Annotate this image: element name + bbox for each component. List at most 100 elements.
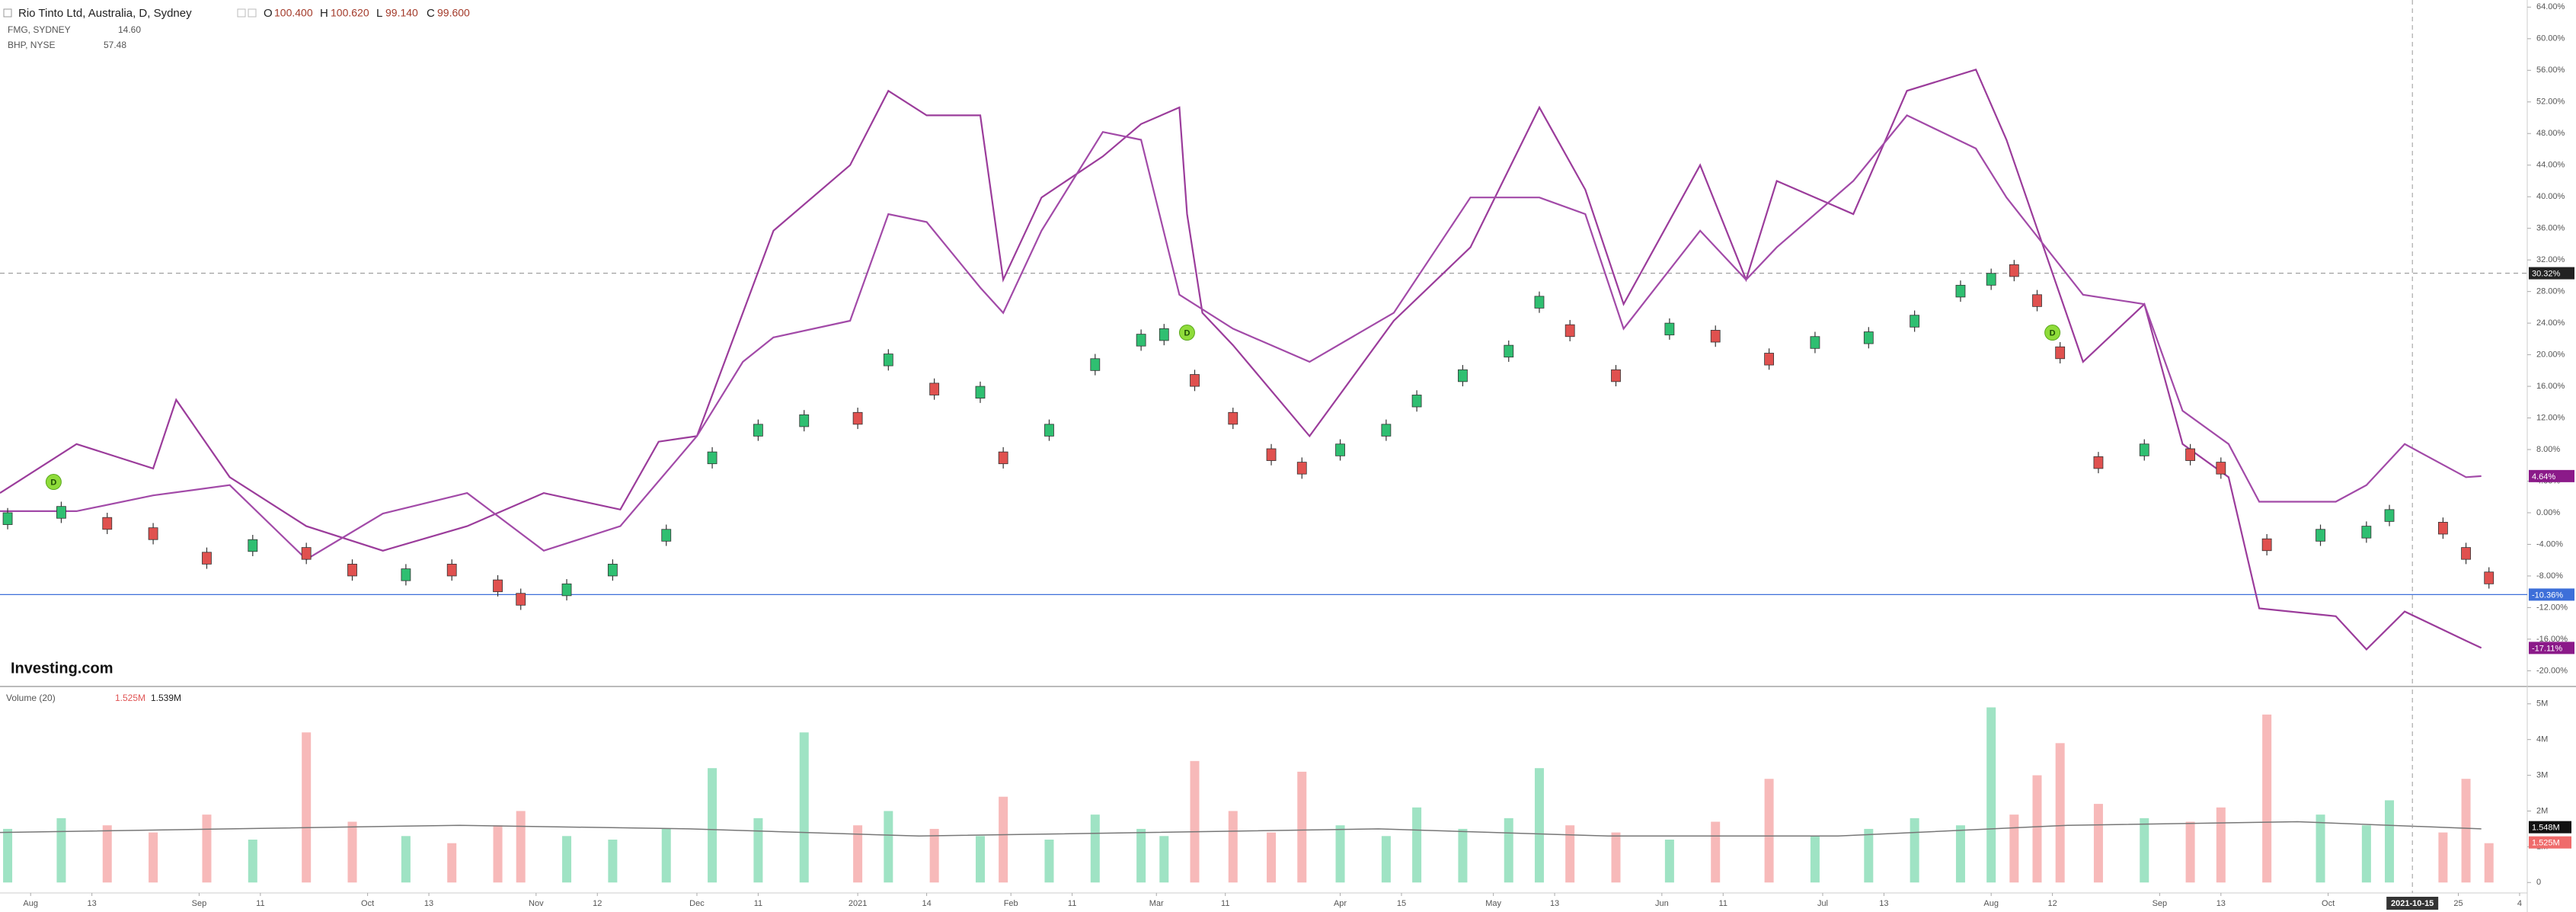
candle-body: [2009, 264, 2019, 277]
y-tick-label: 20.00%: [2536, 350, 2565, 359]
volume-bar: [1810, 836, 1820, 883]
candle-body: [2, 512, 13, 525]
candle-body: [102, 517, 113, 530]
volume-bar: [799, 732, 809, 883]
x-tick-label: Aug: [1983, 899, 1999, 908]
candle-body: [2093, 456, 2104, 469]
volume-bar: [1090, 814, 1100, 883]
x-tick-label: Jun: [1655, 899, 1669, 908]
y-tick-label: 12.00%: [2536, 413, 2565, 422]
legend-value: 14.60: [118, 24, 141, 35]
ohlc-value: 99.600: [437, 7, 470, 19]
candle-body: [1955, 284, 1966, 298]
volume-bar: [884, 811, 893, 883]
y-tick-label: 40.00%: [2536, 192, 2565, 201]
x-tick-label: Dec: [689, 899, 705, 908]
volume-bar: [1159, 836, 1169, 883]
candle-body: [1863, 331, 1874, 344]
candle-body: [2139, 443, 2149, 456]
y-tick-label: 8.00%: [2536, 445, 2560, 454]
candle-body: [998, 451, 1008, 465]
price-badge: [2529, 469, 2574, 482]
volume-bar: [2216, 807, 2226, 883]
candle-body: [2032, 294, 2042, 307]
x-tick-label: 13: [1879, 899, 1888, 908]
y-tick-label: -12.00%: [2536, 603, 2568, 612]
legend-name[interactable]: FMG, SYDNEY: [8, 24, 71, 35]
volume-bar: [2461, 779, 2471, 883]
candle-body: [1986, 273, 1996, 286]
x-tick-label: Oct: [361, 899, 374, 908]
candle-body: [2437, 522, 2448, 535]
candle-body: [516, 593, 526, 606]
volume-bar: [1910, 818, 1919, 883]
volume-bar: [2032, 775, 2042, 883]
volume-bar: [708, 768, 718, 883]
price-badge: [2529, 588, 2574, 601]
volume-bar: [1955, 825, 1965, 883]
candle-body: [493, 579, 503, 593]
volume-bar: [999, 796, 1008, 883]
candle-body: [707, 451, 718, 465]
x-tick-label: 13: [88, 899, 97, 908]
volume-bar: [2438, 832, 2448, 883]
y-tick-label: -8.00%: [2536, 571, 2563, 581]
volume-bar: [1504, 818, 1513, 883]
x-tick-label: Apr: [1334, 899, 1347, 908]
legend-name[interactable]: BHP, NYSE: [8, 40, 55, 50]
y-tick-label: 52.00%: [2536, 98, 2565, 107]
volume-bar: [1711, 821, 1721, 883]
icon[interactable]: [248, 8, 257, 18]
candle-body: [1910, 315, 1920, 328]
y-tick-label: 28.00%: [2536, 287, 2565, 296]
candle-body: [2461, 547, 2471, 560]
volume-bar: [3, 828, 13, 883]
candle-body: [1504, 344, 1514, 358]
candle-body: [2384, 509, 2395, 522]
candle-body: [347, 563, 357, 577]
volume-bar: [2385, 800, 2395, 883]
y-tick-label: 56.00%: [2536, 66, 2565, 75]
volume-bar: [1190, 760, 1200, 883]
volume-bar: [56, 818, 66, 883]
volume-bar: [1458, 828, 1468, 883]
y-tick-label: 60.00%: [2536, 34, 2565, 43]
price-badge: [2529, 642, 2574, 654]
candle-body: [883, 354, 893, 366]
volume-bar: [2055, 743, 2065, 883]
volume-bar: [608, 839, 618, 883]
y-tick-label: 0: [2536, 878, 2541, 887]
volume-bar: [493, 825, 503, 883]
x-tick-label: Sep: [192, 899, 207, 908]
x-tick-label: Sep: [2153, 899, 2168, 908]
crosshair-label: 2021-10-15: [2391, 899, 2434, 908]
x-tick-label: 11: [1221, 899, 1229, 908]
volume-bar: [1381, 836, 1391, 883]
volume-bar: [1136, 828, 1146, 883]
volume-bar: [2093, 804, 2103, 883]
candle-body: [2261, 538, 2272, 552]
y-tick-label: -4.00%: [2536, 539, 2563, 549]
icon[interactable]: [237, 8, 246, 18]
x-tick-label: 13: [2216, 899, 2226, 908]
candle-body: [1710, 330, 1721, 343]
candle-body: [1381, 424, 1392, 437]
volume-bar: [929, 828, 939, 883]
x-tick-label: 11: [1068, 899, 1076, 908]
volume-legend-value: 1.539M: [151, 693, 181, 703]
volume-bar: [2140, 818, 2149, 883]
volume-bar: [661, 828, 671, 883]
x-tick-label: Aug: [23, 899, 38, 908]
candle-body: [561, 583, 572, 597]
candle-body: [2216, 462, 2226, 475]
x-tick-label: 13: [424, 899, 433, 908]
candle-body: [56, 506, 66, 519]
candle-body: [1228, 411, 1238, 425]
collapse-icon[interactable]: [3, 8, 12, 18]
price-badge-label: -17.11%: [2532, 644, 2562, 653]
legend-value: 57.48: [104, 40, 126, 50]
dividend-label: D: [50, 478, 56, 487]
instrument-title: Rio Tinto Ltd, Australia, D, Sydney: [18, 7, 192, 20]
candle-body: [1159, 328, 1169, 341]
